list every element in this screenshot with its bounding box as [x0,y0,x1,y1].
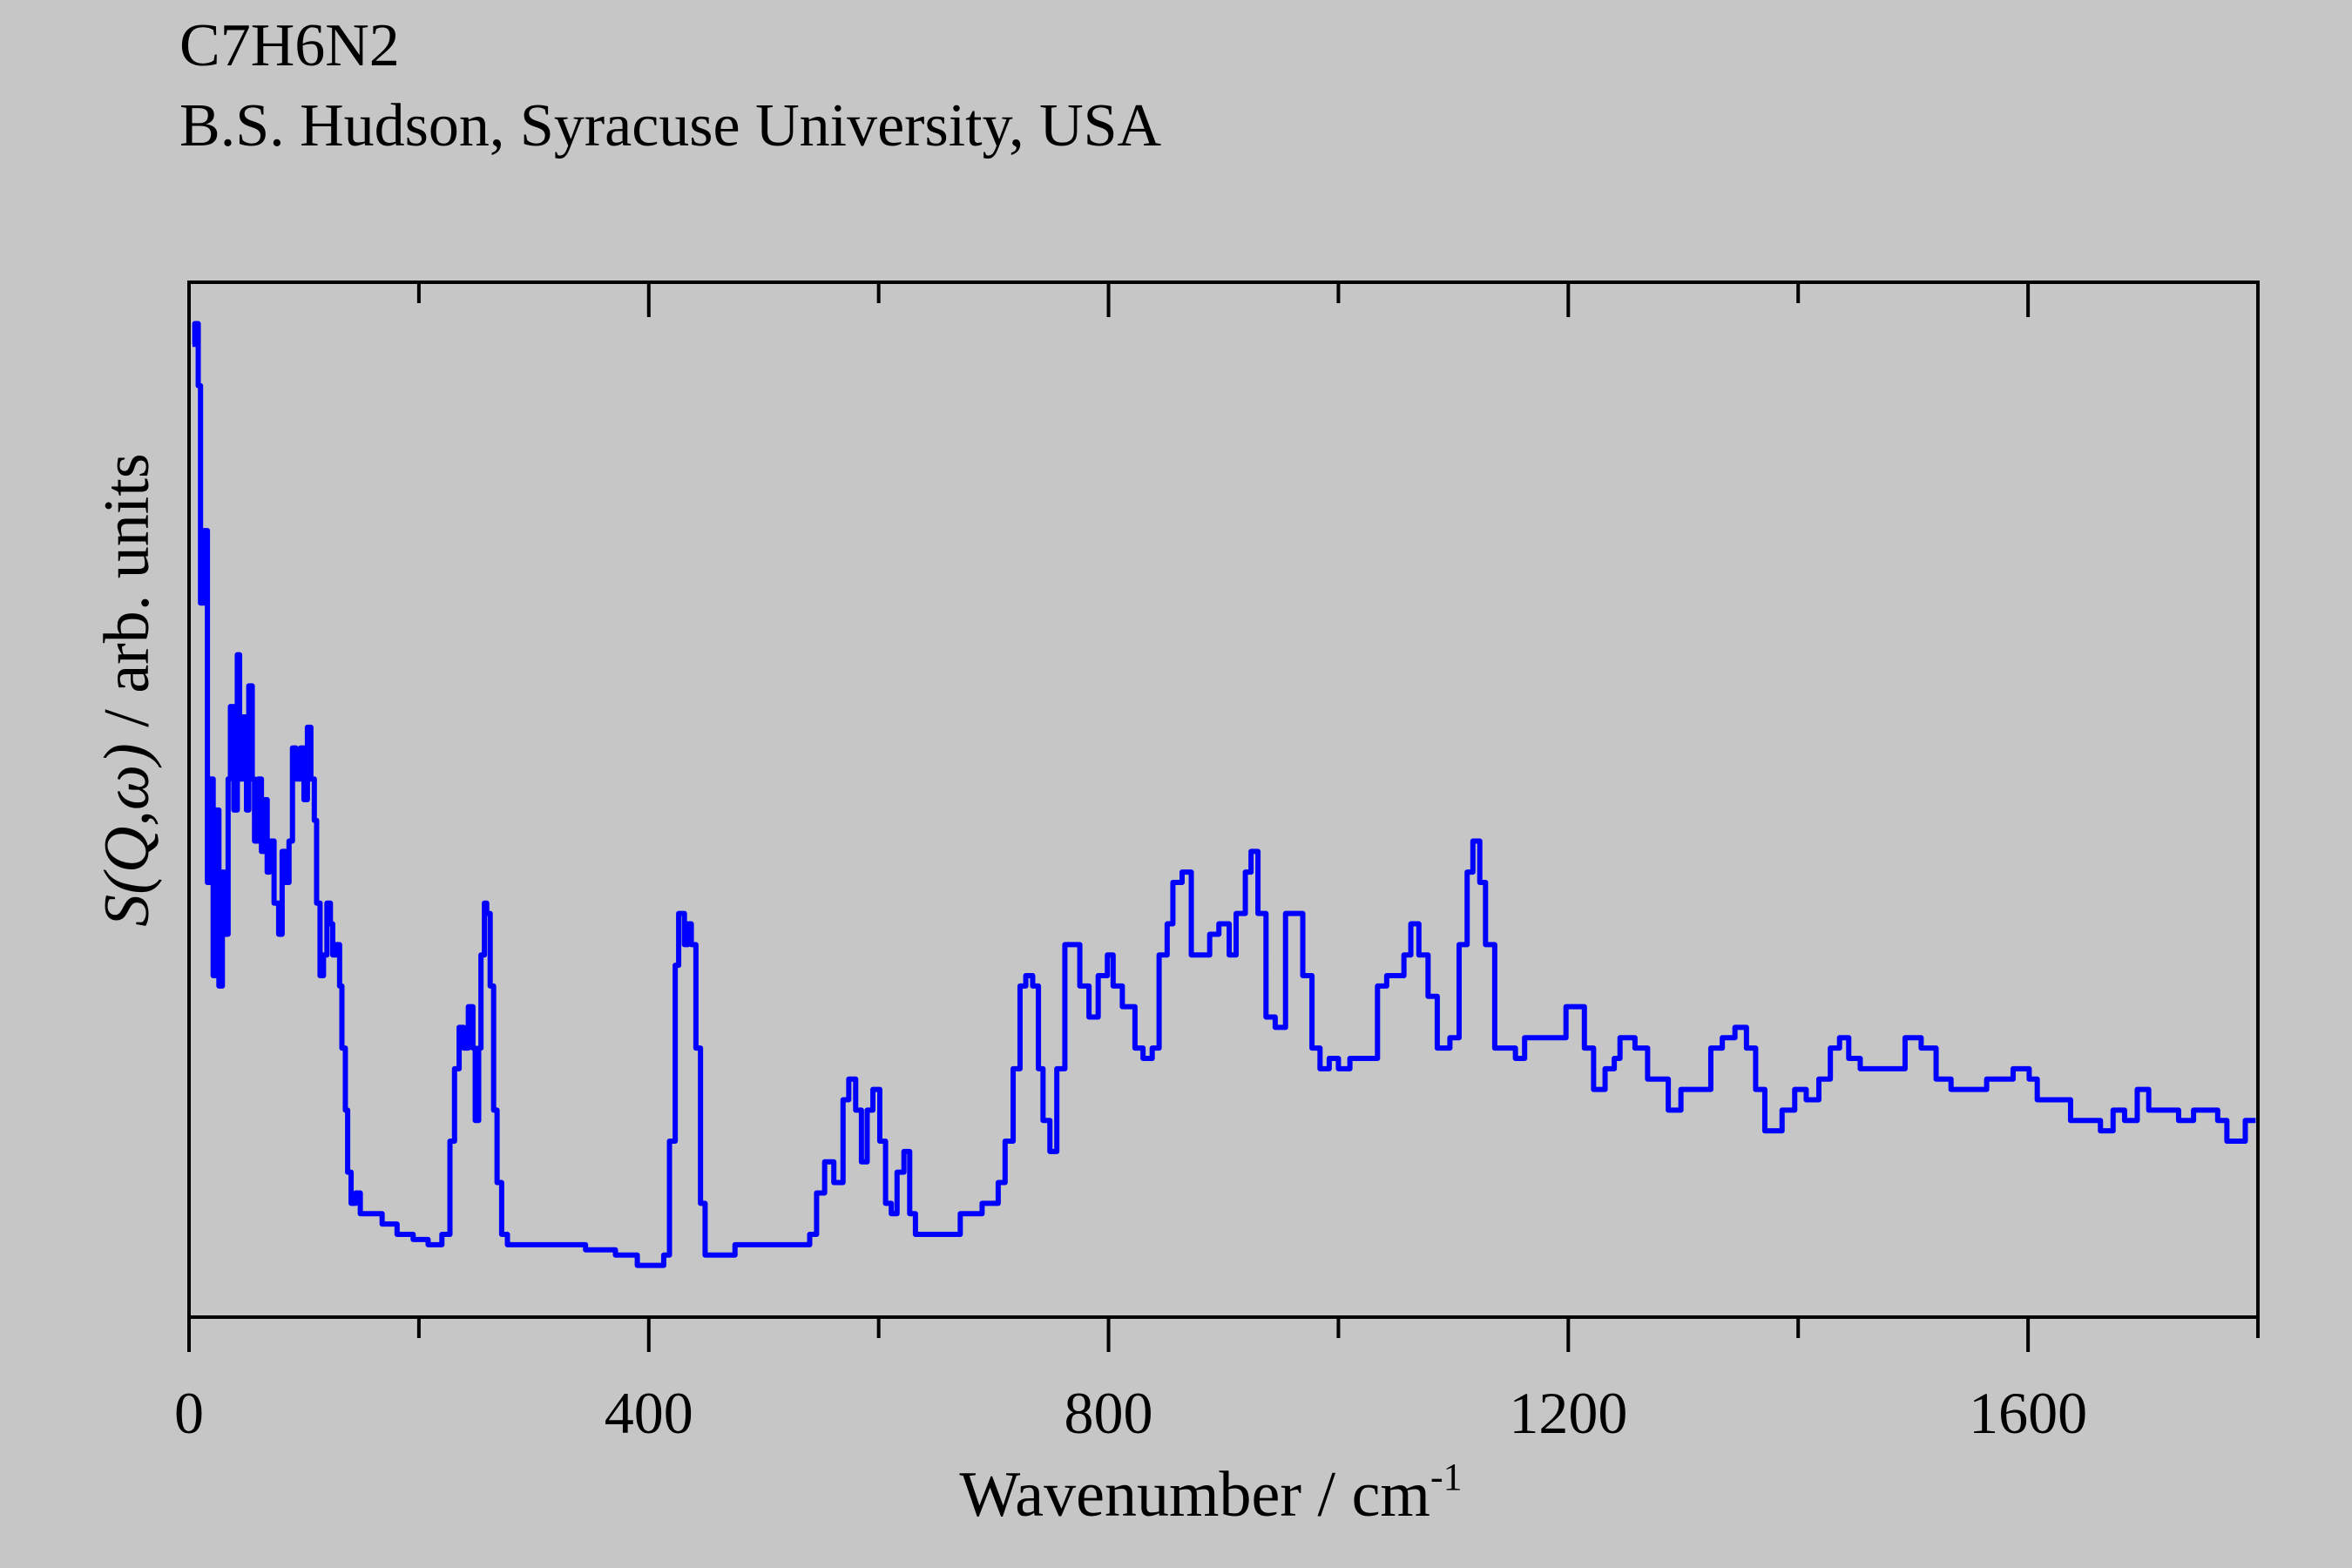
chart-title: C7H6N2 [179,12,400,79]
x-axis-label-text: Wavenumber / cm [959,1459,1430,1531]
y-axis-label-units: / arb. units [91,453,163,743]
x-tick-label: 1600 [1969,1380,2087,1446]
spectrum-line [192,321,2256,1268]
y-axis-label: S(Q,ω) / arb. units [91,453,163,926]
x-tick-label: 800 [1064,1380,1153,1446]
x-tick-label: 0 [174,1380,204,1446]
x-tick-label: 1200 [1509,1380,1627,1446]
x-axis-label-superscript: -1 [1430,1456,1463,1498]
x-ticks [187,282,2260,1352]
chart-subtitle: B.S. Hudson, Syracuse University, USA [179,92,1162,159]
x-axis-label: Wavenumber / cm-1 [959,1456,1462,1531]
x-tick-labels: 0 400 800 1200 1600 [174,1380,2087,1446]
plot-frame [187,280,2260,1319]
plot-area: 0 400 800 1200 1600 [174,280,2260,1446]
x-tick-label: 400 [605,1380,693,1446]
y-axis-label-symbol: S(Q,ω) [91,743,163,926]
